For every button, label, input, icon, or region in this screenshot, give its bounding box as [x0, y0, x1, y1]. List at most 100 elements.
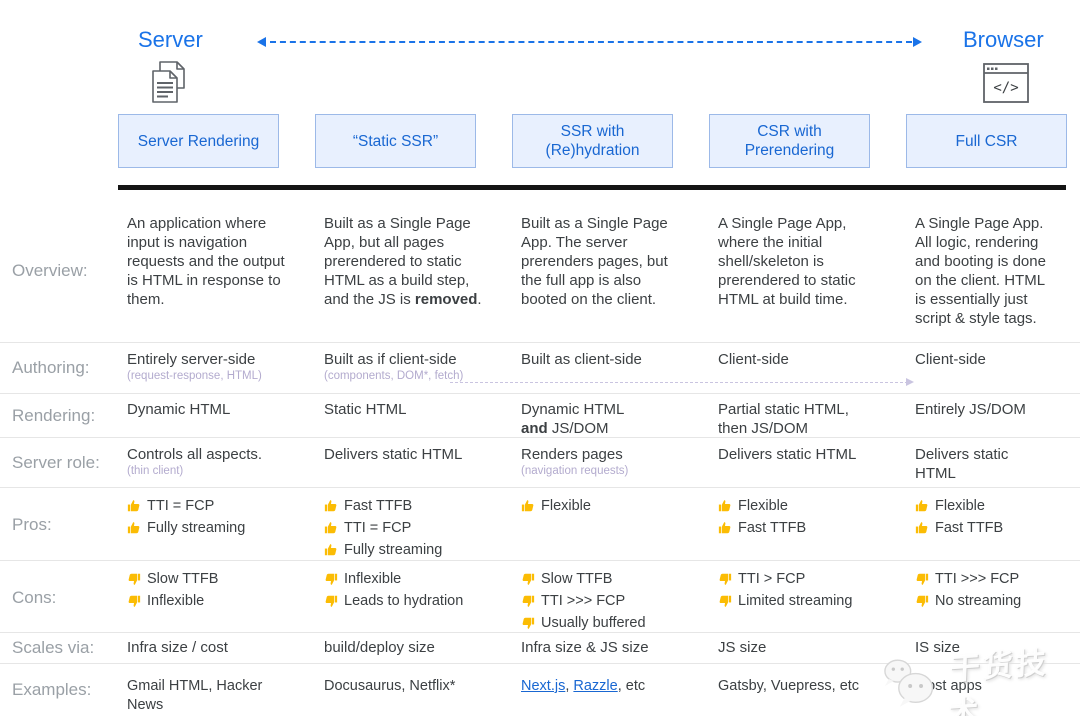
pro-item: Fully streaming [324, 540, 484, 560]
row-label-examples: Examples: [12, 680, 92, 699]
browser-label: Browser [963, 27, 1044, 52]
text-segment: Built as client-side [521, 351, 642, 368]
thumb-down-icon [522, 573, 535, 585]
point-text: Flexible [541, 498, 591, 514]
cell-examples-ssr-rehydration: Next.js, Razzle, etc [512, 664, 709, 716]
point-text: Usually buffered [541, 615, 646, 631]
row-overview: Overview: An application where input is n… [0, 200, 1080, 342]
cell-pros-static-ssr: Fast TTFB TTI = FCP Fully streaming [315, 488, 512, 562]
thumb-down-icon [522, 595, 535, 607]
con-item: TTI > FCP [718, 569, 878, 589]
text-segment: Client-side [915, 351, 986, 368]
column-header-ssr-rehydration: SSR with (Re)hydration [512, 114, 673, 168]
thumb-up-icon [718, 500, 731, 512]
point-text: TTI = FCP [344, 520, 412, 536]
cell-examples-server-rendering: Gmail HTML, Hacker News [118, 664, 315, 716]
cell-text: An application where input is navigation… [127, 214, 287, 309]
cell-text: Most apps [915, 677, 1052, 696]
cell-text: Delivers static HTML [324, 445, 484, 464]
comparison-table: Overview: An application where input is n… [0, 200, 1080, 716]
svg-text:</>: </> [993, 80, 1018, 96]
cell-rendering-csr-prerendering: Partial static HTML, then JS/DOM [709, 394, 906, 438]
text-segment: Static HTML [324, 401, 407, 418]
cell-cons-csr-prerendering: TTI > FCP Limited streaming [709, 561, 906, 635]
point-text: Slow TTFB [541, 571, 613, 587]
cell-scales-via-ssr-rehydration: Infra size & JS size [512, 633, 709, 663]
thumb-up-icon [324, 500, 337, 512]
server-label: Server [138, 27, 203, 52]
point-text: Fast TTFB [344, 498, 413, 514]
thumb-up-icon [915, 500, 928, 512]
cell-rendering-ssr-rehydration: Dynamic HTML and JS/DOM [512, 394, 709, 438]
cell-overview-csr-prerendering: A Single Page App, where the initial she… [709, 200, 906, 342]
authoring-arrowhead-icon [906, 378, 914, 386]
cell-text: JS size [718, 638, 878, 657]
cell-text: Gatsby, Vuepress, etc [718, 677, 878, 696]
row-label-authoring: Authoring: [12, 358, 90, 377]
cell-cons-full-csr: TTI >>> FCP No streaming [906, 561, 1080, 635]
thumb-up-icon [718, 522, 731, 534]
cell-scales-via-full-csr: IS size [906, 633, 1080, 663]
pro-item: Fast TTFB [915, 518, 1052, 538]
cell-subtext: (request-response, HTML) [127, 370, 262, 382]
cell-pros-csr-prerendering: Flexible Fast TTFB [709, 488, 906, 562]
cell-cons-server-rendering: Slow TTFB Inflexible [118, 561, 315, 635]
text-segment: Dynamic HTML [521, 401, 625, 418]
cell-text: Dynamic HTML and JS/DOM [521, 400, 681, 438]
cell-examples-static-ssr: Docusaurus, Netflix* [315, 664, 512, 716]
text-segment: , [565, 678, 574, 694]
link-next-js[interactable]: Next.js [521, 678, 566, 694]
row-label-scales-via: Scales via: [12, 638, 95, 657]
cell-server-role-full-csr: Delivers static HTML [906, 438, 1080, 487]
text-segment: Controls all aspects. [127, 446, 263, 463]
pro-item: Flexible [521, 496, 681, 516]
pro-item: TTI = FCP [324, 518, 484, 538]
cell-subtext: (thin client) [127, 465, 184, 477]
row-pros: Pros: TTI = FCP Fully streaming Fast TTFB TT… [0, 487, 1080, 560]
cell-text: Client-side [915, 350, 1052, 369]
cell-authoring-static-ssr: Built as if client-side (components, DOM*… [315, 343, 512, 393]
cell-examples-csr-prerendering: Gatsby, Vuepress, etc [709, 664, 906, 716]
column-header-csr-prerendering: CSR with Prerendering [709, 114, 870, 168]
thumb-down-icon [128, 573, 141, 585]
cell-text: Built as a Single Page App, but all page… [324, 214, 484, 309]
pro-item: Flexible [915, 496, 1052, 516]
cell-server-role-server-rendering: Controls all aspects. (thin client) [118, 438, 315, 487]
cell-text: Static HTML [324, 400, 484, 419]
cell-text: Built as a Single Page App. The server p… [521, 214, 681, 309]
cell-server-role-ssr-rehydration: Renders pages (navigation requests) [512, 438, 709, 487]
cell-scales-via-csr-prerendering: JS size [709, 633, 906, 663]
text-segment: Partial static HTML, then JS/DOM [718, 401, 849, 437]
cell-subtext: (components, DOM*, fetch) [324, 370, 464, 382]
cell-text: Controls all aspects. [127, 445, 287, 464]
cell-text: Delivers static HTML [915, 445, 1052, 483]
con-item: Inflexible [127, 591, 287, 611]
column-header-full-csr: Full CSR [906, 114, 1067, 168]
row-label-rendering: Rendering: [12, 406, 96, 425]
cell-scales-via-server-rendering: Infra size / cost [118, 633, 315, 663]
text-segment: Delivers static HTML [718, 446, 857, 463]
cell-text: Next.js, Razzle, etc [521, 677, 681, 696]
row-label-overview: Overview: [12, 261, 88, 280]
text-segment: Built as a Single Page App, but all page… [324, 215, 471, 308]
thumb-down-icon [128, 595, 141, 607]
cell-overview-server-rendering: An application where input is navigation… [118, 200, 315, 342]
cell-text: Infra size / cost [127, 638, 287, 657]
authoring-trend-arrow [450, 382, 908, 383]
thumb-up-icon [915, 522, 928, 534]
row-scales-via: Scales via: Infra size / cost build/deploy… [0, 632, 1080, 663]
con-item: Slow TTFB [521, 569, 681, 589]
con-item: Leads to hydration [324, 591, 484, 611]
point-text: Inflexible [147, 593, 205, 609]
point-text: Fully streaming [147, 520, 246, 536]
pro-item: Fast TTFB [324, 496, 484, 516]
thumb-up-icon [324, 522, 337, 534]
text-segment: Most apps [915, 678, 982, 694]
header-divider-bar [118, 185, 1066, 190]
server-documents-icon [152, 61, 185, 103]
link-razzle[interactable]: Razzle [573, 678, 618, 694]
cell-authoring-ssr-rehydration: Built as client-side [512, 343, 709, 393]
point-text: Inflexible [344, 571, 402, 587]
text-segment: . [477, 291, 482, 308]
cell-pros-full-csr: Flexible Fast TTFB [906, 488, 1080, 562]
